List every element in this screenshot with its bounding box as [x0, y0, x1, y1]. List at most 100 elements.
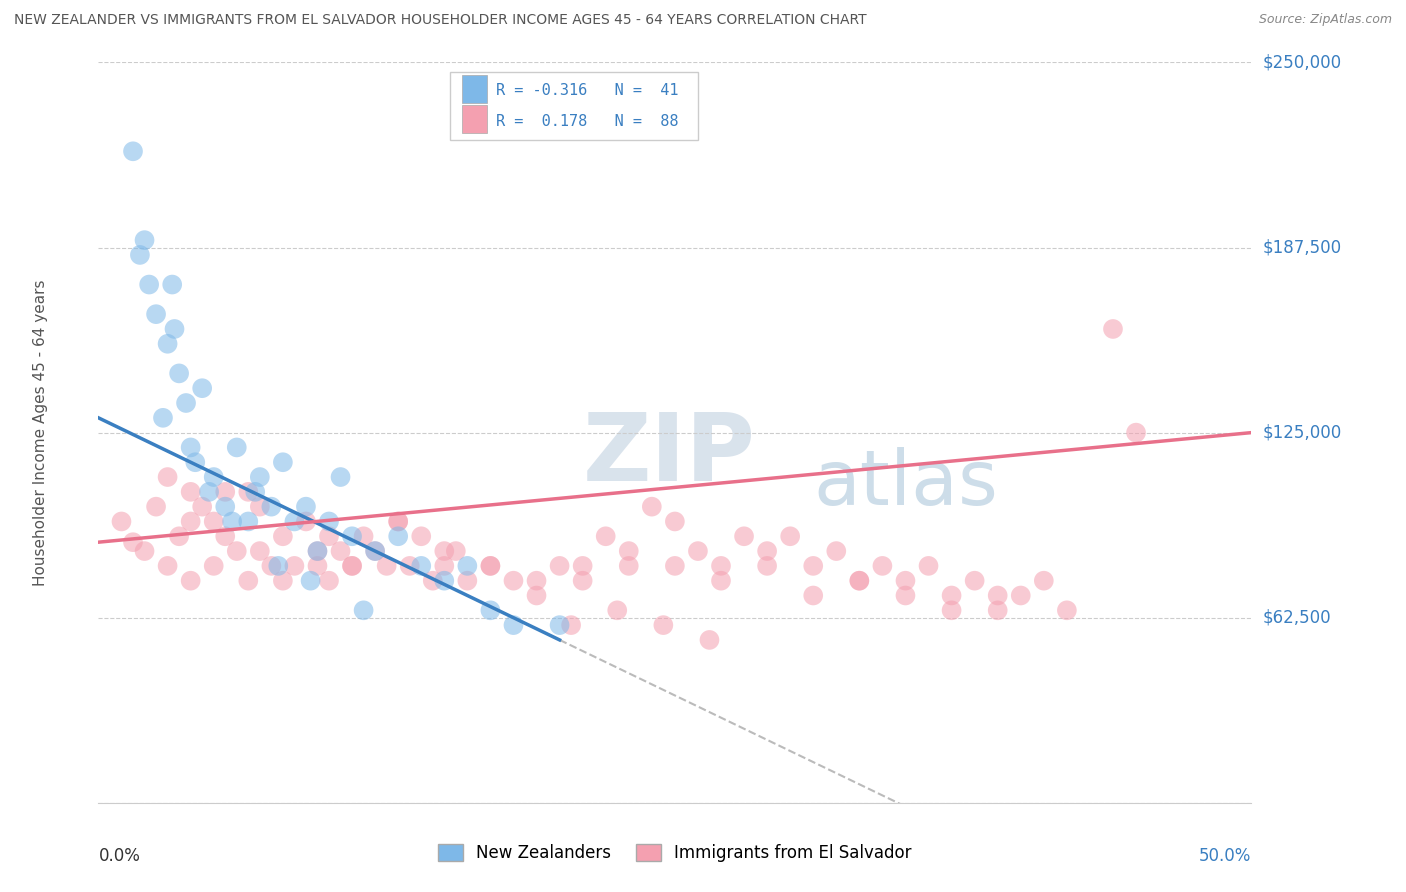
- Point: [145, 307, 167, 321]
- Point: [479, 603, 502, 617]
- Point: [387, 529, 409, 543]
- Point: [307, 558, 329, 573]
- Point: [444, 544, 467, 558]
- Point: [502, 618, 524, 632]
- Point: [163, 322, 186, 336]
- Point: [801, 589, 824, 603]
- Point: [214, 529, 236, 543]
- Point: [238, 574, 260, 588]
- Point: [180, 441, 202, 455]
- Point: [202, 515, 225, 529]
- Text: Householder Income Ages 45 - 64 years: Householder Income Ages 45 - 64 years: [34, 279, 48, 586]
- Point: [295, 500, 318, 514]
- Point: [191, 500, 214, 514]
- Point: [686, 544, 709, 558]
- Point: [160, 277, 183, 292]
- Point: [479, 558, 502, 573]
- Point: [318, 529, 340, 543]
- Text: $125,000: $125,000: [1263, 424, 1341, 442]
- Point: [606, 603, 628, 617]
- Point: [987, 603, 1010, 617]
- Point: [138, 277, 160, 292]
- Point: [941, 589, 963, 603]
- Point: [1125, 425, 1147, 440]
- Point: [152, 410, 174, 425]
- Point: [664, 558, 686, 573]
- Point: [387, 515, 409, 529]
- Point: [184, 455, 207, 469]
- Point: [340, 529, 363, 543]
- Point: [1032, 574, 1054, 588]
- Point: [617, 544, 640, 558]
- Text: ZIP: ZIP: [582, 409, 755, 500]
- Point: [299, 574, 322, 588]
- Point: [283, 558, 305, 573]
- Point: [963, 574, 986, 588]
- Text: $62,500: $62,500: [1263, 608, 1331, 627]
- Point: [271, 455, 294, 469]
- Point: [167, 367, 190, 381]
- Point: [894, 589, 917, 603]
- Point: [202, 558, 225, 573]
- Point: [329, 470, 352, 484]
- Point: [456, 574, 478, 588]
- Point: [387, 515, 409, 529]
- Point: [238, 515, 260, 529]
- Point: [307, 544, 329, 558]
- Point: [225, 544, 247, 558]
- Point: [433, 558, 456, 573]
- Point: [245, 484, 267, 499]
- Point: [664, 515, 686, 529]
- Point: [756, 544, 779, 558]
- Point: [548, 558, 571, 573]
- Point: [129, 248, 152, 262]
- Point: [456, 558, 478, 573]
- Text: $187,500: $187,500: [1263, 238, 1341, 257]
- Point: [560, 618, 582, 632]
- Point: [249, 470, 271, 484]
- Point: [134, 544, 156, 558]
- Point: [894, 574, 917, 588]
- Point: [318, 515, 340, 529]
- Point: [548, 618, 571, 632]
- Point: [122, 145, 145, 159]
- Point: [398, 558, 420, 573]
- Point: [260, 500, 283, 514]
- Point: [617, 558, 640, 573]
- Point: [271, 574, 294, 588]
- Point: [225, 441, 247, 455]
- Point: [848, 574, 870, 588]
- Point: [249, 544, 271, 558]
- Point: [340, 558, 363, 573]
- Point: [872, 558, 894, 573]
- Text: 0.0%: 0.0%: [98, 847, 141, 865]
- Point: [167, 529, 190, 543]
- Point: [411, 529, 433, 543]
- Point: [733, 529, 755, 543]
- Point: [433, 574, 456, 588]
- Point: [249, 500, 271, 514]
- Point: [526, 574, 548, 588]
- Point: [295, 515, 318, 529]
- Point: [364, 544, 387, 558]
- Point: [145, 500, 167, 514]
- Point: [987, 589, 1010, 603]
- Point: [422, 574, 444, 588]
- Text: R = -0.316   N =  41: R = -0.316 N = 41: [496, 83, 679, 98]
- Point: [479, 558, 502, 573]
- Point: [180, 484, 202, 499]
- Point: [180, 515, 202, 529]
- Point: [191, 381, 214, 395]
- Point: [174, 396, 197, 410]
- Point: [801, 558, 824, 573]
- Point: [353, 603, 375, 617]
- Point: [238, 484, 260, 499]
- Point: [1102, 322, 1125, 336]
- Point: [214, 500, 236, 514]
- Point: [641, 500, 664, 514]
- Point: [526, 589, 548, 603]
- Point: [375, 558, 398, 573]
- Point: [329, 544, 352, 558]
- Text: 50.0%: 50.0%: [1199, 847, 1251, 865]
- Point: [307, 544, 329, 558]
